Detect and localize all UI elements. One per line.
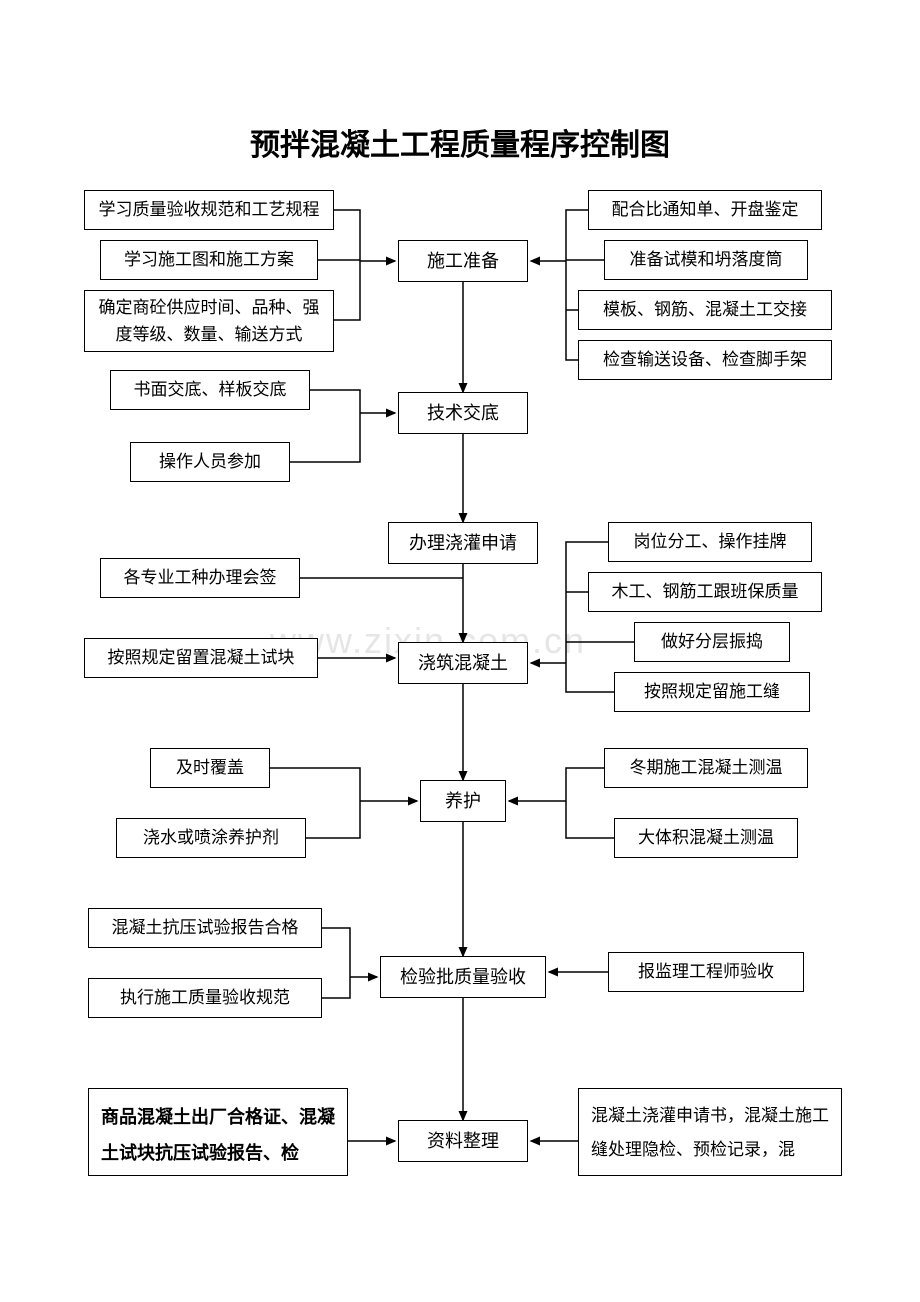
node-apply: 办理浇灌申请	[388, 522, 538, 564]
right-box-3: 模板、钢筋、混凝土工交接	[578, 290, 832, 330]
right-box-10: 大体积混凝土测温	[614, 818, 798, 858]
left-box-4: 书面交底、样板交底	[110, 370, 310, 410]
right-box-1: 配合比通知单、开盘鉴定	[588, 190, 822, 230]
left-box-3: 确定商砼供应时间、品种、强度等级、数量、输送方式	[84, 290, 334, 352]
left-box-1: 学习质量验收规范和工艺规程	[84, 190, 334, 230]
page-title: 预拌混凝土工程质量程序控制图	[0, 120, 920, 164]
left-box-5: 操作人员参加	[130, 442, 290, 482]
right-box-9: 冬期施工混凝土测温	[604, 748, 808, 788]
left-box-10: 混凝土抗压试验报告合格	[88, 908, 322, 948]
right-box-11: 报监理工程师验收	[608, 952, 804, 992]
left-box-7: 按照规定留置混凝土试块	[84, 638, 318, 678]
bottom-left-box: 商品混凝土出厂合格证、混凝土试块抗压试验报告、检	[88, 1088, 348, 1176]
left-box-8: 及时覆盖	[150, 748, 270, 788]
right-box-8: 按照规定留施工缝	[614, 672, 810, 712]
left-box-2: 学习施工图和施工方案	[100, 240, 318, 280]
right-box-6: 木工、钢筋工跟班保质量	[588, 572, 822, 612]
right-box-7: 做好分层振捣	[634, 622, 790, 662]
node-inspect: 检验批质量验收	[380, 956, 546, 998]
node-cure: 养护	[420, 780, 506, 822]
left-box-6: 各专业工种办理会签	[100, 558, 300, 598]
node-pour: 浇筑混凝土	[398, 642, 528, 684]
right-box-2: 准备试模和坍落度筒	[604, 240, 808, 280]
left-box-9: 浇水或喷涂养护剂	[116, 818, 306, 858]
left-box-11: 执行施工质量验收规范	[88, 978, 322, 1018]
right-box-4: 检查输送设备、检查脚手架	[578, 340, 832, 380]
node-prep: 施工准备	[398, 240, 528, 282]
bottom-right-box: 混凝土浇灌申请书，混凝土施工缝处理隐检、预检记录，混	[578, 1088, 842, 1176]
node-tech: 技术交底	[398, 392, 528, 434]
node-doc: 资料整理	[398, 1120, 528, 1162]
right-box-5: 岗位分工、操作挂牌	[608, 522, 812, 562]
